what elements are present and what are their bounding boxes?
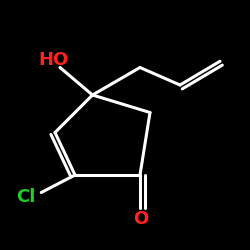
Text: HO: HO — [39, 51, 69, 69]
Text: O: O — [134, 210, 149, 228]
Text: Cl: Cl — [16, 188, 36, 206]
